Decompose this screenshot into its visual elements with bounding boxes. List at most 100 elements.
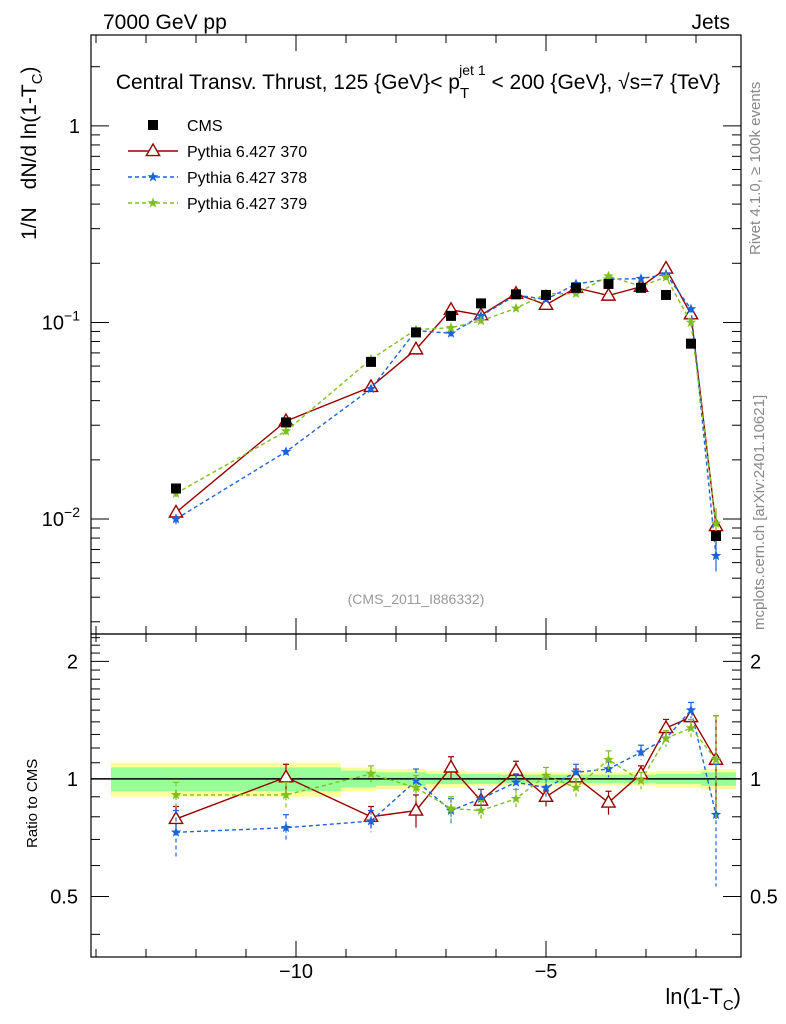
- axis-ticks: −10 −5 1 10−1 10−2 2 2 1 1 0.5 0.5: [42, 35, 778, 983]
- ratio-tick-label-right: 1: [750, 769, 761, 791]
- y-tick-label-mantissa: 10: [42, 509, 64, 531]
- legend-label: CMS: [187, 118, 223, 135]
- star-marker: [660, 271, 672, 282]
- series-ratio-line: [176, 727, 717, 812]
- star-marker: [475, 805, 487, 815]
- series-0: [168, 260, 724, 833]
- cms-data-point: [476, 298, 486, 309]
- star-marker: [147, 171, 159, 182]
- rivet-version-label: Rivet 4.1.0, ≥ 100k events: [747, 82, 764, 255]
- x-tick-label: −10: [279, 961, 313, 983]
- star-marker: [365, 768, 377, 779]
- star-marker: [510, 793, 522, 804]
- star-marker: [445, 803, 457, 813]
- y-axis-label-sub: C: [29, 73, 46, 84]
- cms-data-point: [661, 289, 671, 300]
- star-marker: [445, 322, 457, 333]
- star-marker: [570, 288, 582, 299]
- chart-title-tail: < 200 {GeV}, √s=7 {TeV}: [486, 71, 721, 94]
- star-marker: [147, 197, 159, 208]
- x-axis-label-sub: C: [723, 997, 734, 1014]
- star-marker: [280, 822, 292, 833]
- series-ratio-line: [175, 716, 717, 820]
- y-axis-label: 1/N dN/d ln(1-TC): [18, 66, 46, 240]
- cms-data-point: [636, 282, 646, 293]
- star-marker: [570, 766, 582, 777]
- legend-entry: Pythia 6.427 370: [128, 142, 307, 161]
- legend-entry: CMS: [148, 118, 223, 135]
- star-marker: [540, 770, 552, 781]
- cms-data-point: [411, 327, 421, 338]
- ratio-tick-label-left: 1: [67, 769, 78, 791]
- star-marker: [410, 782, 422, 793]
- legend-label: Pythia 6.427 379: [187, 196, 307, 213]
- chart-title-sup: jet 1: [458, 62, 486, 78]
- star-marker: [170, 513, 182, 524]
- x-tick-label: −5: [535, 961, 558, 983]
- legend-label: Pythia 6.427 370: [187, 144, 307, 161]
- y-tick-label: 10−2: [42, 504, 80, 531]
- legend-label: Pythia 6.427 378: [187, 170, 307, 187]
- series-ratio-line: [175, 708, 717, 834]
- star-marker: [710, 517, 722, 528]
- star-marker: [685, 704, 697, 715]
- analysis-watermark: (CMS_2011_I886332): [348, 591, 485, 607]
- mcplots-label: mcplots.cern.ch [arXiv:2401.10621]: [751, 395, 768, 630]
- cms-data-point: [511, 289, 521, 300]
- plot-frames: [90, 34, 742, 958]
- triangle-marker: [408, 802, 424, 816]
- ratio-plot-frame: [90, 633, 742, 958]
- cms-series: [171, 278, 721, 541]
- chart-title: Central Transv. Thrust, 125 {GeV}< pTjet…: [116, 62, 720, 102]
- series-main-line: [175, 267, 717, 527]
- star-marker: [365, 383, 377, 394]
- y-tick-label: 1: [69, 116, 80, 138]
- star-marker: [510, 776, 522, 787]
- y-tick-label-mantissa: 1: [69, 116, 80, 138]
- cms-data-point: [686, 338, 696, 349]
- triangle-marker: [443, 759, 459, 773]
- cms-data-point: [603, 278, 614, 289]
- y-tick-label: 10−1: [42, 307, 80, 334]
- ratio-tick-label-left: 2: [67, 651, 78, 673]
- chart-title-sub: T: [460, 85, 469, 102]
- triangle-marker: [538, 296, 554, 311]
- star-marker: [603, 270, 614, 281]
- star-marker: [603, 754, 614, 765]
- series-layer: [168, 260, 724, 887]
- y-axis-label-close: ): [18, 66, 41, 73]
- ratio-tick-label-right: 2: [750, 651, 761, 673]
- x-axis-label: ln(1-TC): [665, 984, 741, 1014]
- star-marker: [280, 446, 292, 457]
- triangle-marker: [600, 287, 617, 301]
- x-axis-label-close: ): [734, 984, 741, 1009]
- series-main-line: [175, 273, 717, 556]
- star-marker: [685, 722, 697, 733]
- legend-entry: Pythia 6.427 379: [128, 196, 307, 213]
- ratio-tick-label-left: 0.5: [50, 887, 78, 909]
- triangle-marker: [145, 142, 161, 157]
- ratio-tick-label-right: 0.5: [750, 887, 778, 909]
- star-marker: [660, 732, 672, 743]
- star-marker: [475, 793, 487, 804]
- cms-data-point: [571, 282, 581, 293]
- chart-title-main: Central Transv. Thrust, 125 {GeV}< p: [116, 71, 460, 94]
- cms-data-point: [541, 289, 551, 300]
- legend-entry: Pythia 6.427 378: [128, 170, 307, 187]
- legend: CMS Pythia 6.427 370 Pythia 6.427 378 Pythi…: [128, 118, 307, 213]
- star-marker: [445, 327, 457, 338]
- cms-data-point: [446, 310, 456, 321]
- header-left-label: 7000 GeV pp: [103, 11, 227, 34]
- header-right-label: Jets: [691, 11, 730, 34]
- triangle-marker: [600, 794, 617, 808]
- star-marker: [685, 316, 697, 327]
- star-marker: [710, 550, 722, 561]
- y-axis-label-main: dN/d ln(1-T: [18, 84, 41, 189]
- series-2: [170, 270, 722, 822]
- star-marker: [570, 782, 582, 793]
- star-marker: [170, 826, 182, 837]
- x-axis-label-main: ln(1-T: [665, 984, 722, 1009]
- star-marker: [475, 315, 487, 326]
- star-marker: [540, 782, 552, 793]
